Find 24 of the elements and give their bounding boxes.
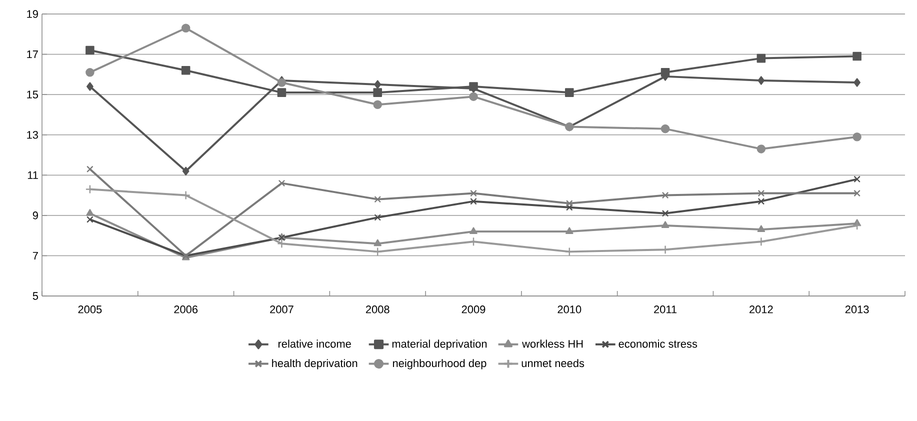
x-tick-label: 2012 (750, 306, 773, 314)
y-tick-label: 19 (27, 10, 38, 18)
y-tick-label: 5 (32, 292, 38, 300)
legend-label: material deprivation (392, 340, 487, 350)
x-tick-label: 2008 (366, 306, 390, 314)
x-tick-label: 2011 (654, 306, 677, 314)
x-tick-label: 2010 (558, 306, 582, 314)
x-tick-label: 2013 (845, 306, 869, 314)
legend-label: neighbourhood dep (393, 359, 486, 370)
x-tick-label: 2009 (462, 306, 486, 314)
x-tick-label: 2005 (78, 306, 102, 314)
y-tick-label: 9 (32, 212, 38, 220)
y-tick-label: 13 (27, 130, 38, 139)
legend-label: economic stress (618, 340, 698, 348)
x-tick-label: 2006 (174, 306, 198, 314)
legend-label: workless HH (522, 340, 583, 348)
y-tick-label: 15 (27, 90, 38, 98)
legend-label: health deprivation (272, 359, 358, 370)
y-tick-label: 11 (28, 171, 38, 179)
y-tick-label: 17 (27, 50, 38, 58)
legend-label: unmet needs (522, 359, 584, 368)
x-tick-label: 2007 (270, 306, 294, 314)
legend-label: relative income (278, 340, 351, 348)
y-tick-label: 7 (32, 252, 38, 260)
